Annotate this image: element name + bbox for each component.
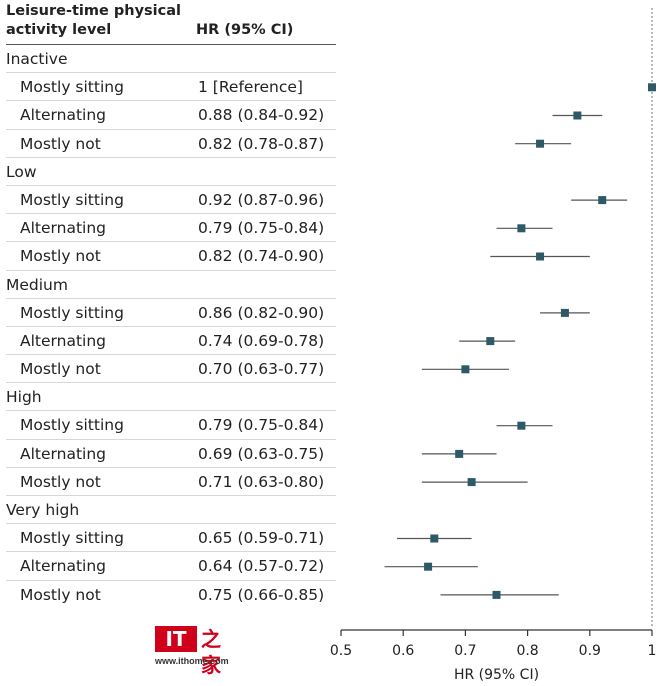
hr-value: 0.86 (0.82-0.90) — [198, 303, 325, 322]
row-label: Mostly sitting — [20, 190, 124, 209]
ithome-logo-text: 之家 — [201, 627, 221, 677]
row-label: Mostly sitting — [20, 416, 124, 435]
hr-marker — [455, 449, 464, 458]
group-label: Very high — [6, 501, 80, 519]
x-tick-label: 0.5 — [330, 643, 352, 659]
table-row: Mostly not 0.70 (0.63-0.77) — [6, 355, 336, 384]
x-tick-label: 1 — [648, 643, 657, 659]
row-label: Alternating — [20, 557, 106, 576]
row-label: Alternating — [20, 331, 106, 350]
table-row: Mostly sitting 1 [Reference] — [6, 73, 336, 102]
watermark-logo: IT 之家 www.ithome.com — [155, 626, 235, 677]
x-tick-label: 0.7 — [454, 643, 476, 659]
hr-value: 0.64 (0.57-0.72) — [198, 557, 325, 576]
hr-marker — [648, 83, 656, 92]
table-row: Mostly sitting 0.65 (0.59-0.71) — [6, 524, 336, 553]
ithome-logo-mark: IT — [155, 626, 197, 652]
column-header-hr: HR (95% CI) — [196, 22, 294, 38]
hr-value: 0.71 (0.63-0.80) — [198, 472, 325, 491]
group-label: Low — [6, 162, 37, 181]
hr-value: 0.70 (0.63-0.77) — [198, 360, 325, 379]
hr-value: 0.88 (0.84-0.92) — [198, 106, 325, 125]
group-row: High — [6, 383, 336, 412]
hr-marker — [461, 365, 470, 374]
hr-marker — [486, 337, 495, 346]
row-label: Mostly not — [20, 134, 101, 153]
column-header-activity-level: Leisure-time physical activity level — [6, 3, 181, 38]
hr-marker — [430, 534, 439, 543]
group-row: Inactive — [6, 45, 336, 74]
table-row: Alternating 0.74 (0.69-0.78) — [6, 327, 336, 356]
row-label: Mostly not — [20, 585, 101, 604]
table-row: Mostly not 0.75 (0.66-0.85) — [6, 581, 336, 609]
hr-value: 1 [Reference] — [198, 78, 303, 97]
group-label: Inactive — [6, 50, 68, 68]
ithome-url: www.ithome.com — [155, 656, 229, 666]
table-row: Alternating 0.64 (0.57-0.72) — [6, 552, 336, 581]
group-row: Low — [6, 158, 336, 186]
hr-value: 0.79 (0.75-0.84) — [198, 416, 325, 435]
hr-marker — [536, 139, 545, 148]
hr-value: 0.82 (0.78-0.87) — [198, 134, 325, 153]
x-tick-label: 0.6 — [392, 643, 414, 659]
hr-marker — [424, 562, 433, 571]
group-label: Medium — [6, 275, 68, 294]
group-label: High — [6, 388, 42, 407]
x-axis-label: HR (95% CI) — [454, 667, 539, 683]
hr-marker — [517, 421, 526, 430]
row-label: Alternating — [20, 219, 106, 238]
table-row: Alternating 0.69 (0.63-0.75) — [6, 440, 336, 468]
hr-marker — [573, 111, 582, 120]
row-label: Mostly sitting — [20, 529, 124, 548]
group-row: Medium — [6, 271, 336, 299]
table-row: Alternating 0.79 (0.75-0.84) — [6, 214, 336, 243]
table-row: Mostly sitting 0.86 (0.82-0.90) — [6, 299, 336, 327]
x-tick-label: 0.9 — [579, 643, 601, 659]
table-row: Mostly not 0.82 (0.74-0.90) — [6, 242, 336, 271]
hr-value: 0.74 (0.69-0.78) — [198, 331, 325, 350]
hr-marker — [536, 252, 545, 261]
table-row: Mostly not 0.82 (0.78-0.87) — [6, 130, 336, 158]
hr-marker — [492, 590, 501, 599]
table-row: Mostly not 0.71 (0.63-0.80) — [6, 468, 336, 496]
row-label: Mostly not — [20, 247, 101, 266]
table-row: Mostly sitting 0.79 (0.75-0.84) — [6, 411, 336, 440]
hr-value: 0.69 (0.63-0.75) — [198, 444, 325, 463]
row-label: Alternating — [20, 106, 106, 125]
hr-value: 0.79 (0.75-0.84) — [198, 219, 325, 238]
row-label: Alternating — [20, 444, 106, 463]
hr-marker — [598, 196, 607, 205]
hr-marker — [467, 478, 476, 487]
table-row: Alternating 0.88 (0.84-0.92) — [6, 101, 336, 130]
x-tick-label: 0.8 — [516, 643, 538, 659]
row-label: Mostly sitting — [20, 303, 124, 322]
hr-value: 0.65 (0.59-0.71) — [198, 529, 325, 548]
row-label: Mostly not — [20, 472, 101, 491]
hr-marker — [517, 224, 526, 233]
forest-table: Inactive Mostly sitting 1 [Reference] Alter… — [6, 45, 336, 609]
group-row: Very high — [6, 496, 336, 525]
hr-value: 0.92 (0.87-0.96) — [198, 190, 325, 209]
hr-marker — [560, 308, 569, 317]
row-label: Mostly not — [20, 360, 101, 379]
hr-value: 0.82 (0.74-0.90) — [198, 247, 325, 266]
hr-value: 0.75 (0.66-0.85) — [198, 585, 325, 604]
table-header: Leisure-time physical activity level HR … — [6, 0, 336, 45]
row-label: Mostly sitting — [20, 78, 124, 97]
table-row: Mostly sitting 0.92 (0.87-0.96) — [6, 186, 336, 215]
